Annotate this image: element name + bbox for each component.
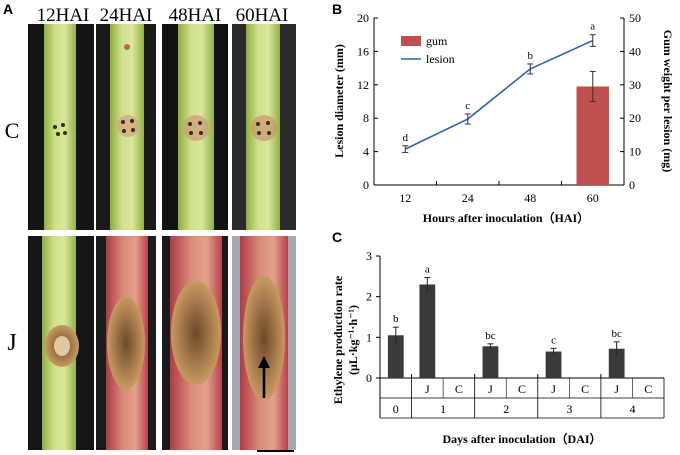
row-label: J: [7, 330, 16, 356]
legend-label-lesion: lesion: [426, 52, 455, 66]
x-tick-label: 12: [399, 191, 411, 205]
legend-swatch-gum: [401, 36, 421, 46]
column-label: 60HAI: [236, 5, 289, 26]
significance-label: c: [551, 334, 556, 346]
y-right-tick-label: 0: [629, 178, 635, 192]
day-label: 2: [503, 402, 509, 416]
panel-label: A: [3, 1, 13, 17]
x-tick-label: 60: [587, 191, 599, 205]
photo-24hai-control: [96, 24, 156, 230]
panel-label: C: [332, 229, 342, 245]
photo-48hai-control: [162, 24, 228, 230]
bar-category-label: C: [455, 382, 463, 396]
legend-label-gum: gum: [426, 34, 448, 48]
photo-48hai-inoculated: [162, 236, 228, 450]
bar-category-label: C: [581, 382, 589, 396]
day-label: 1: [440, 402, 446, 416]
x-tick-label: 24: [462, 191, 474, 205]
bar-category-label: J: [614, 382, 619, 396]
bar-category-label: C: [518, 382, 526, 396]
y-tick-label: 20: [357, 11, 369, 25]
ethylene-bar: [608, 348, 625, 378]
y-axis-label: Ethylene production rate: [331, 275, 345, 404]
x-axis-label: Days after inoculation（DAI）: [442, 431, 601, 446]
ethylene-bar: [545, 351, 562, 378]
photo-12hai-inoculated: [28, 236, 94, 450]
chart-c: C Ethylene production rate (μL·kg⁻¹·h⁻¹)…: [331, 229, 665, 446]
significance-label: d: [403, 132, 409, 144]
ethylene-bar: [387, 335, 404, 378]
photo-24hai-inoculated: [96, 236, 156, 450]
column-label: 24HAI: [100, 5, 153, 26]
column-label: 12HAI: [37, 5, 90, 26]
ethylene-bar: [419, 284, 436, 378]
photo-60hai-control: [232, 24, 296, 230]
significance-label: c: [465, 100, 470, 112]
y-tick-label: 4: [363, 145, 369, 159]
y-tick-label: 12: [357, 78, 369, 92]
y-tick-label: 16: [357, 44, 369, 58]
day-label: 4: [629, 402, 635, 416]
bar-category-label: C: [644, 382, 652, 396]
y-axis-label: Lesion diameter (mm): [332, 44, 346, 158]
y-tick-label: 0: [363, 178, 369, 192]
y-tick-label: 0: [366, 371, 372, 385]
y-tick-label: 1: [366, 330, 372, 344]
significance-label: bc: [611, 328, 622, 340]
chart-b: B Lesion diameter (mm) Gum weight per le…: [332, 1, 675, 225]
y-axis-label-units: (μL·kg⁻¹·h⁻¹): [346, 305, 360, 375]
significance-label: a: [425, 264, 430, 276]
lesion-line: [404, 39, 594, 150]
day-label: 3: [566, 402, 572, 416]
bar-category-label: J: [425, 382, 430, 396]
y-tick-label: 2: [366, 290, 372, 304]
gum-bar: [576, 86, 609, 185]
y-right-tick-label: 30: [629, 78, 641, 92]
y-tick-label: 8: [363, 111, 369, 125]
photo-12hai-control: [28, 24, 94, 230]
y-right-tick-label: 10: [629, 145, 641, 159]
bar-category-label: J: [488, 382, 493, 396]
ethylene-bar: [482, 346, 499, 378]
arrow-head: [258, 356, 270, 368]
y-axis-right-label: Gum weight per lesion (mg): [661, 30, 675, 172]
x-tick-label: 48: [524, 191, 536, 205]
panel-label: B: [332, 1, 342, 17]
significance-label: b: [528, 50, 534, 62]
column-label: 48HAI: [169, 5, 222, 26]
significance-label: bc: [485, 330, 496, 342]
significance-label: a: [590, 21, 595, 33]
y-right-tick-label: 40: [629, 44, 641, 58]
y-right-tick-label: 20: [629, 111, 641, 125]
y-tick-label: 3: [366, 249, 372, 263]
day-label: 0: [393, 402, 399, 416]
y-right-tick-label: 50: [629, 11, 641, 25]
photo-60hai-inoculated: [232, 236, 296, 450]
bar-category-label: J: [551, 382, 556, 396]
x-axis-label: Hours after inoculation（HAI）: [423, 210, 589, 225]
photo-panel-a: A 12HAI 24HAI 48HAI 60HAI C J: [3, 1, 296, 452]
significance-label: b: [393, 313, 399, 325]
row-label: C: [5, 118, 20, 143]
